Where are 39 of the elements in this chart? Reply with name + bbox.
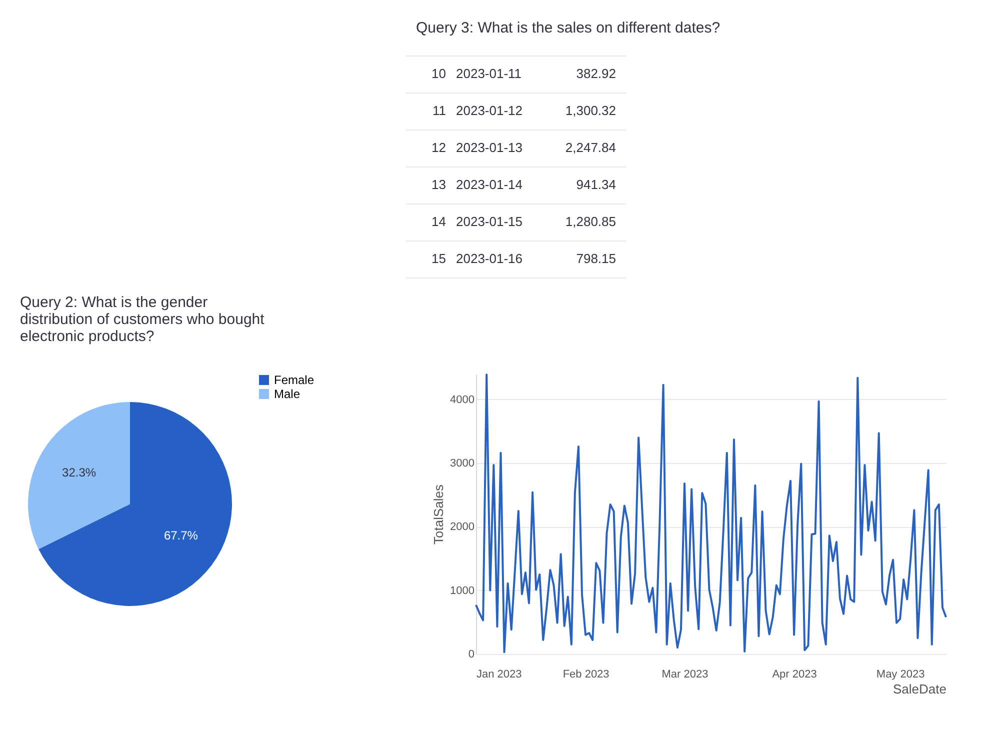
y-tick-label: 2000 [450,521,474,534]
x-tick-label: Apr 2023 [772,668,817,680]
text: 10 [432,66,446,81]
chart-title: Query 2: What is the gender distribution of customers who bought electronic products? [20,294,266,345]
legend-label: Male [274,387,300,401]
text: 382.92 [576,66,616,81]
text: 1,280.85 [565,214,616,229]
text: 2023-01-11 [456,66,522,81]
text: 13 [432,177,446,192]
text: 12 [432,140,446,155]
text: 798.15 [576,251,616,266]
line-series [475,374,947,654]
y-axis-title: TotalSales [431,484,446,544]
text: 15 [432,251,446,266]
text: 2023-01-13 [456,140,522,155]
text: 2023-01-14 [456,177,522,192]
text: 2023-01-15 [456,214,522,229]
y-tick-label: 0 [468,648,474,660]
x-tick-label: Mar 2023 [662,668,708,680]
chart-title: Query 3: What is the sales on different dates? [416,20,720,36]
text: 2023-01-16 [456,251,522,266]
y-tick-label: 4000 [450,394,474,406]
text: 11 [432,103,446,118]
x-tick-label: Feb 2023 [562,668,610,680]
text: 2023-01-12 [456,103,522,118]
y-tick-label: 1000 [450,584,474,597]
text: 14 [432,214,446,229]
text: 2,247.84 [565,140,616,155]
x-tick-label: May 2023 [876,668,925,680]
x-axis-title: SaleDate [893,682,946,696]
y-tick-label: 3000 [450,458,474,470]
legend-label: Female [274,373,314,387]
text: 941.34 [576,177,616,192]
pie-slice [28,402,130,550]
x-tick-label: Jan 2023 [476,668,522,680]
data-label: 32.3% [62,465,96,480]
data-label: 67.7% [164,528,198,543]
text: 1,300.32 [565,103,616,118]
pie-slice [38,402,232,606]
